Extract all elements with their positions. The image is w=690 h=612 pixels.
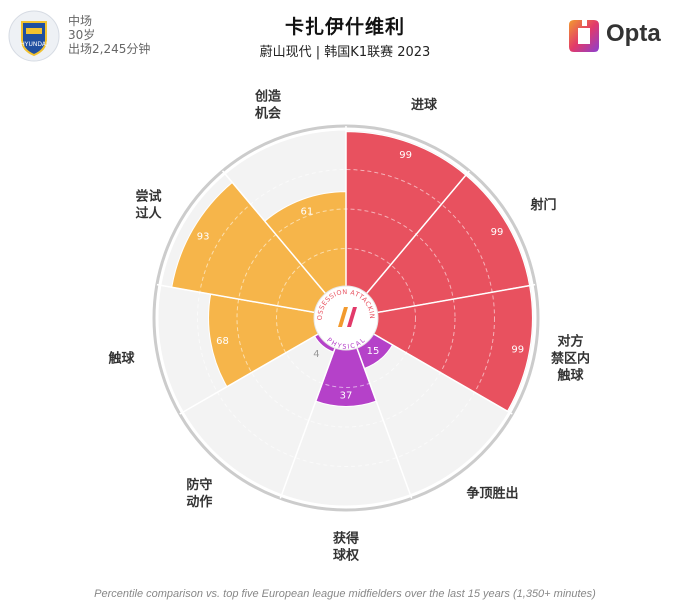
- category-6-label: 防守动作: [186, 477, 212, 510]
- footer-note: Percentile comparison vs. top five Europ…: [94, 588, 596, 600]
- category-9-divider: [222, 170, 328, 296]
- category-5-value: 37: [340, 390, 353, 401]
- category-1-value: 99: [399, 150, 412, 161]
- category-2-value: 99: [491, 227, 504, 238]
- category-2-divider: [364, 170, 470, 296]
- category-1-label: 进球: [411, 97, 438, 113]
- category-4-divider: [371, 332, 513, 415]
- category-9-value: 61: [301, 207, 314, 218]
- player-minutes: 出场2,245分钟: [68, 42, 151, 56]
- category-6-divider: [279, 345, 337, 499]
- category-7-divider: [179, 332, 321, 415]
- player-age: 30岁: [68, 28, 96, 42]
- title-block: 卡扎伊什维利 蔚山现代 | 韩国K1联赛 2023: [0, 12, 690, 60]
- value-labels: 99 99 99 15 37 4 68 93 61: [197, 150, 524, 401]
- category-8-divider: [156, 283, 317, 314]
- hub-circle: [313, 285, 379, 351]
- category-9-label: 创造机会: [254, 88, 282, 121]
- club-badge-icon: HYUNDAI: [8, 10, 60, 62]
- category-7-value: 68: [216, 336, 229, 347]
- category-4-value: 15: [367, 346, 380, 357]
- svg-text:HYUNDAI: HYUNDAI: [20, 41, 48, 48]
- category-8-value: 93: [197, 232, 210, 243]
- category-4-label: 争顶胜出: [467, 486, 519, 502]
- category-6-value: 4: [313, 349, 319, 360]
- hub-logo-stripe-icon: [347, 307, 357, 327]
- category-2-label: 射门: [529, 197, 556, 213]
- chart-dividers: [156, 126, 536, 499]
- category-7-label: 触球: [107, 351, 135, 367]
- player-header: HYUNDAI 中场 30岁 出场2,245分钟: [8, 10, 208, 62]
- opta-logo-icon: [569, 16, 599, 52]
- category-5-label: 获得球权: [333, 531, 360, 564]
- category-3-label: 对方禁区内触球: [551, 334, 590, 384]
- category-3-value: 99: [511, 344, 524, 355]
- category-5-divider: [355, 345, 413, 499]
- team-league: 蔚山现代 | 韩国K1联赛 2023: [259, 45, 431, 60]
- guide-ring-3: [197, 169, 495, 467]
- player-meta: 中场 30岁 出场2,245分钟: [68, 14, 150, 56]
- opta-wordmark: Opta: [606, 20, 661, 47]
- hub-logo-icon: [338, 307, 348, 327]
- category-3-divider: [375, 283, 536, 314]
- opta-logo: Opta: [566, 16, 676, 56]
- guide-ring-1: [276, 248, 416, 388]
- player-name: 卡扎伊什维利: [284, 16, 405, 38]
- player-position: 中场: [68, 14, 93, 28]
- category-8-label: 尝试过人: [136, 189, 163, 222]
